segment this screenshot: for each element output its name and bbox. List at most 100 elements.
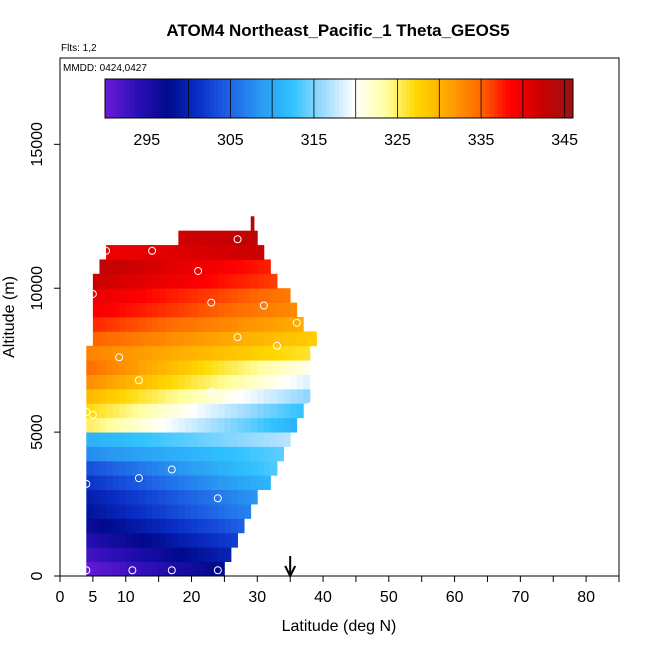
heatmap-cell [290, 417, 298, 433]
heatmap-cell [224, 288, 232, 304]
colorbar-segment [547, 79, 553, 118]
heatmap-cell [152, 417, 160, 433]
heatmap-cell [112, 561, 120, 577]
heatmap-cell [99, 518, 107, 534]
heatmap-cell [171, 273, 179, 289]
heatmap-cell [125, 547, 133, 563]
colorbar-labels: 295 305 315 325 335 345 [133, 132, 578, 149]
heatmap-cell [112, 417, 120, 433]
heatmap-cell [277, 345, 284, 361]
colorbar-segment [259, 79, 265, 118]
heatmap-cell [184, 331, 192, 347]
colorbar-segment [196, 79, 202, 118]
heatmap-cell [237, 460, 245, 476]
heatmap-cell [158, 460, 166, 476]
heatmap-cell [224, 475, 232, 491]
heatmap-cell [158, 360, 166, 375]
heatmap-cell [138, 504, 146, 519]
heatmap-cell [165, 403, 173, 419]
heatmap-cell [224, 489, 232, 505]
heatmap-cell [132, 245, 140, 260]
heatmap-cell [270, 302, 278, 318]
heatmap-cell [106, 317, 114, 332]
heatmap-cell [106, 504, 114, 519]
heatmap-cell [204, 489, 212, 505]
heatmap-cell [191, 403, 199, 419]
heatmap-cell [92, 432, 100, 447]
heatmap-cell [198, 504, 206, 519]
heatmap-cell [158, 417, 166, 433]
colorbar-segment [293, 79, 298, 118]
heatmap-cell [204, 388, 212, 404]
colorbar-segment [301, 79, 307, 118]
heatmap-cell [198, 288, 206, 304]
heatmap-cell [152, 547, 160, 563]
heatmap-cell [204, 345, 212, 361]
heatmap-cell [277, 360, 284, 375]
heatmap-cell [99, 374, 107, 390]
heatmap-cell [217, 403, 225, 419]
heatmap-cell [138, 489, 146, 505]
colorbar-segment [443, 79, 449, 118]
heatmap-cell [152, 532, 160, 548]
heatmap-cell [224, 317, 232, 332]
heatmap-cell [119, 317, 127, 332]
x-tick-label: 80 [577, 589, 595, 606]
heatmap-cell [217, 547, 225, 563]
observation-point [167, 566, 176, 575]
heatmap-cell [263, 446, 271, 462]
x-tick-label: 0 [56, 589, 65, 606]
colorbar-segment [460, 79, 465, 118]
colorbar-segment [510, 79, 515, 118]
heatmap-cell [237, 446, 245, 462]
heatmap-cell [112, 518, 120, 534]
heatmap-cell [92, 317, 100, 332]
colorbar-segment [393, 79, 398, 118]
heatmap-cell [152, 489, 160, 505]
heatmap-cell [119, 245, 127, 260]
colorbar-segment [155, 79, 160, 118]
heatmap-cell [270, 345, 278, 361]
heatmap-cell [171, 288, 179, 304]
heatmap-cell [184, 259, 192, 275]
heatmap-cell [99, 489, 107, 505]
heatmap-cell [125, 302, 133, 318]
heatmap-cell [171, 532, 179, 548]
heatmap-cell [145, 475, 153, 491]
observation-point [82, 566, 91, 575]
heatmap-cell [178, 374, 186, 390]
heatmap-cell [250, 460, 258, 476]
colorbar-tick-label: 305 [217, 132, 244, 149]
heatmap-cell [211, 288, 219, 304]
colorbar-segment [343, 79, 348, 118]
heatmap-cell [125, 317, 133, 332]
heatmap-cell [237, 317, 245, 332]
heatmap-cell [165, 388, 173, 404]
heatmap-cell [132, 388, 140, 404]
colorbar-segment [284, 79, 290, 118]
heatmap-cell [211, 432, 219, 447]
heatmap-cell [145, 360, 153, 375]
heatmap-cell [138, 547, 146, 563]
heatmap-cell [86, 360, 94, 375]
heatmap-cell [92, 345, 100, 361]
heatmap-cell [152, 259, 160, 275]
heatmap-cell [125, 518, 133, 534]
heatmap-cell [237, 388, 245, 404]
heatmap-cell [198, 302, 206, 318]
colorbar-segment [464, 79, 470, 118]
heatmap-cell [184, 446, 192, 462]
heatmap-cell [217, 331, 225, 347]
colorbar-segment [272, 79, 277, 118]
heatmap-cell [250, 302, 258, 318]
heatmap-cell [217, 532, 225, 548]
heatmap-cell [132, 489, 140, 505]
heatmap-cell [138, 403, 146, 419]
heatmap-cell [250, 317, 258, 332]
y-axis-label: Altitude (m) [1, 276, 18, 358]
colorbar-tick-label: 325 [384, 132, 411, 149]
heatmap-cell [270, 317, 278, 332]
heatmap-cell [230, 475, 238, 491]
colorbar-segment [205, 79, 210, 118]
heatmap-cell [132, 460, 140, 476]
